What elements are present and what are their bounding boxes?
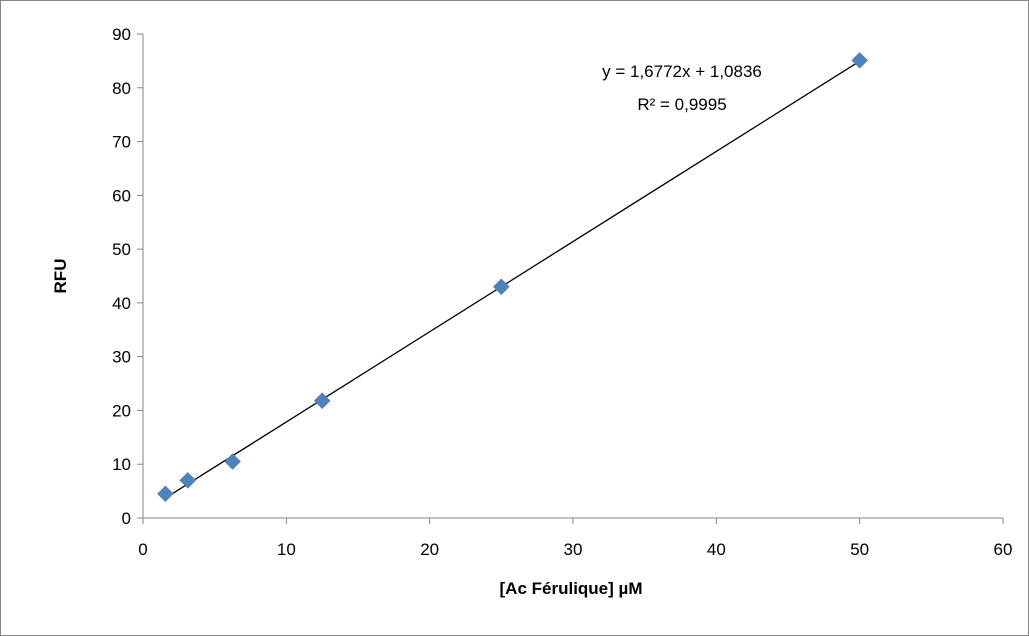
- data-point: [157, 485, 174, 503]
- data-points: [157, 51, 869, 503]
- data-point: [492, 278, 510, 296]
- x-tick-label: 10: [277, 540, 296, 559]
- axes: 0 10 20 30 40 50 60 70 80 90 0 10 20 30 40 50 60: [112, 25, 1012, 559]
- y-tick-label: 50: [112, 240, 131, 259]
- y-tick-label: 40: [112, 294, 131, 313]
- data-point: [313, 392, 331, 410]
- x-tick-label: 60: [994, 540, 1013, 559]
- y-tick-label: 30: [112, 348, 131, 367]
- y-tick-label: 90: [112, 25, 131, 44]
- x-tick-label: 30: [564, 540, 583, 559]
- x-tick-label: 20: [420, 540, 439, 559]
- data-point: [851, 51, 869, 69]
- y-tick-label: 70: [112, 133, 131, 152]
- y-axis-title: RFU: [51, 259, 70, 294]
- trendline-equation: y = 1,6772x + 1,0836: [602, 62, 762, 81]
- y-tick-label: 60: [112, 186, 131, 205]
- y-tick-label: 0: [122, 509, 131, 528]
- x-tick-label: 40: [707, 540, 726, 559]
- y-tick-label: 80: [112, 79, 131, 98]
- y-tick-label: 20: [112, 401, 131, 420]
- x-axis-title: [Ac Férulique] µM: [500, 579, 643, 598]
- trendline-group: [165, 60, 861, 499]
- data-point: [224, 453, 241, 470]
- x-tick-label: 50: [850, 540, 869, 559]
- trendline: [165, 60, 861, 499]
- data-point: [179, 472, 197, 489]
- x-tick-label: 0: [138, 540, 147, 559]
- y-tick-label: 10: [112, 455, 131, 474]
- trendline-r2: R² = 0,9995: [637, 95, 726, 114]
